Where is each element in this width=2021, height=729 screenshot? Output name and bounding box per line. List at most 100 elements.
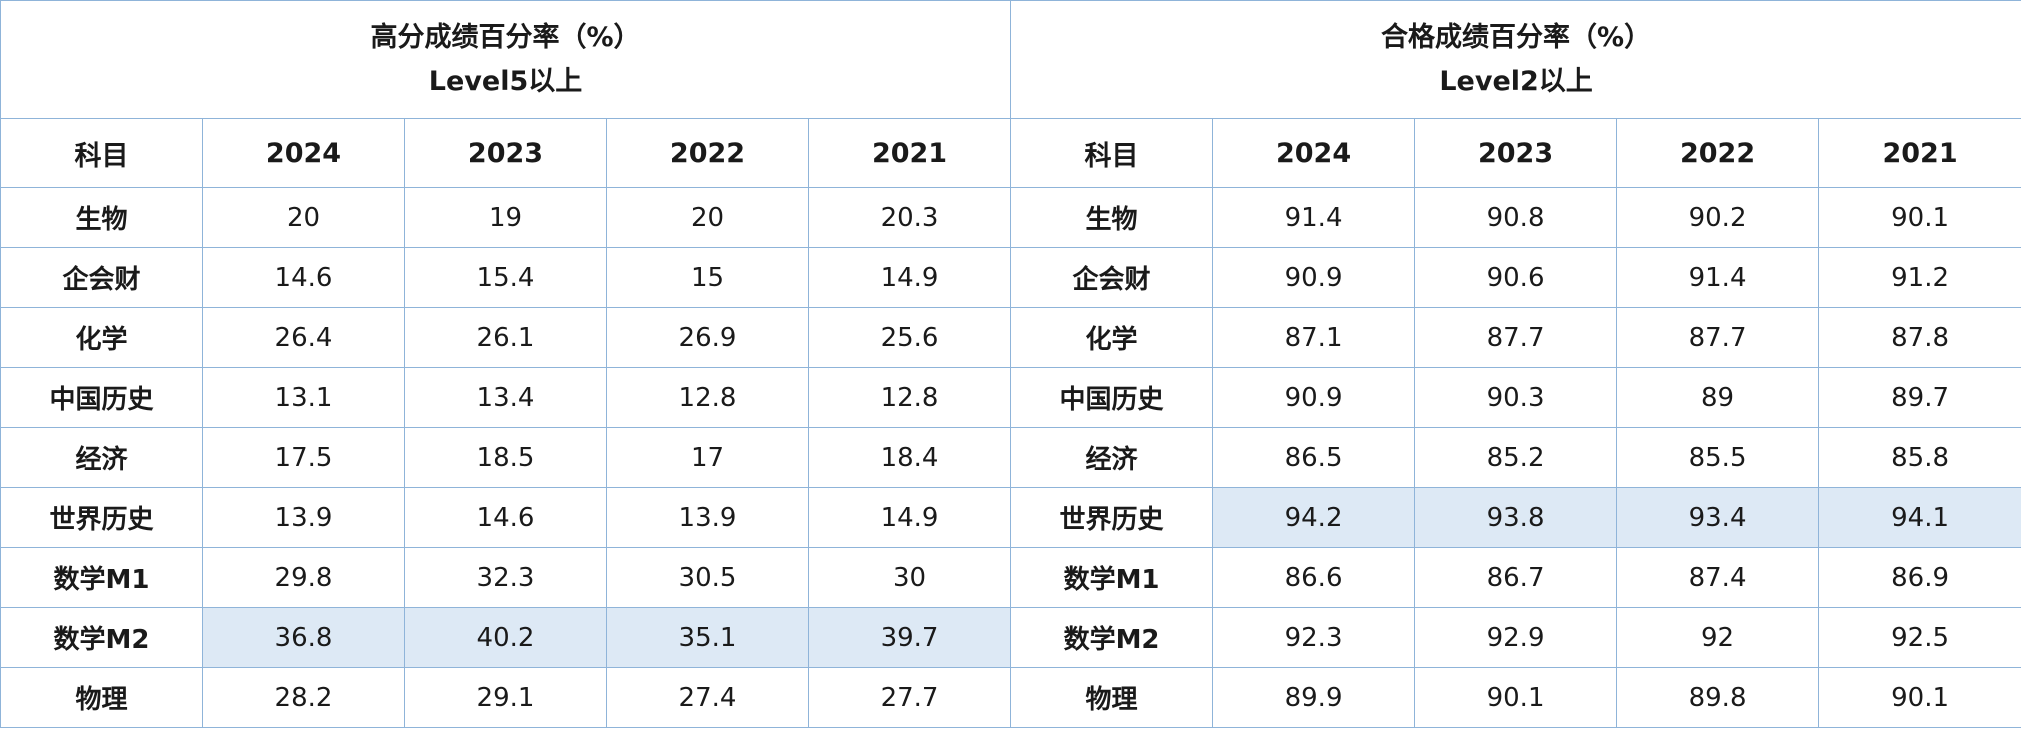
pass-value-cell: 93.4	[1616, 487, 1820, 548]
subject-cell: 中国历史	[1010, 367, 1214, 428]
subject-cell: 世界历史	[1010, 487, 1214, 548]
high-score-value-cell: 36.8	[202, 607, 405, 668]
high-score-value-cell: 14.6	[202, 247, 405, 308]
year-column-header: 2021	[807, 118, 1012, 188]
pass-value-cell: 89.8	[1616, 667, 1820, 728]
pass-value-cell: 90.8	[1414, 187, 1618, 248]
pass-subtitle: Level2以上	[1439, 65, 1593, 97]
pass-value-cell: 90.1	[1414, 667, 1618, 728]
subject-cell: 数学M1	[1010, 547, 1214, 608]
subject-column-header: 科目	[1010, 118, 1214, 188]
high-score-value-cell: 13.1	[202, 367, 405, 428]
subject-cell: 经济	[0, 427, 203, 488]
pass-value-cell: 92.3	[1212, 607, 1416, 668]
pass-value-cell: 89.9	[1212, 667, 1416, 728]
high-score-value-cell: 14.9	[807, 247, 1012, 308]
high-score-title: 高分成绩百分率（%）	[370, 21, 641, 53]
subject-cell: 物理	[1010, 667, 1214, 728]
subject-cell: 物理	[0, 667, 203, 728]
table-row: 生物 20 19 20 20.3 生物 91.4 90.8 90.2 90.1	[0, 187, 2021, 248]
high-score-value-cell: 18.4	[807, 427, 1012, 488]
high-score-value-cell: 20.3	[807, 187, 1012, 248]
table-row: 化学 26.4 26.1 26.9 25.6 化学 87.1 87.7 87.7 87.8	[0, 307, 2021, 368]
high-score-value-cell: 19	[404, 187, 607, 248]
high-score-value-cell: 30	[807, 547, 1012, 608]
subject-cell: 化学	[1010, 307, 1214, 368]
high-score-value-cell: 12.8	[606, 367, 809, 428]
pass-value-cell: 91.2	[1818, 247, 2021, 308]
pass-value-cell: 86.5	[1212, 427, 1416, 488]
subject-cell: 生物	[0, 187, 203, 248]
pass-value-cell: 94.1	[1818, 487, 2021, 548]
high-score-value-cell: 14.9	[807, 487, 1012, 548]
high-score-value-cell: 28.2	[202, 667, 405, 728]
pass-value-cell: 90.9	[1212, 367, 1416, 428]
high-score-value-cell: 20	[606, 187, 809, 248]
high-score-value-cell: 30.5	[606, 547, 809, 608]
pass-value-cell: 87.7	[1414, 307, 1618, 368]
high-score-value-cell: 35.1	[606, 607, 809, 668]
high-score-value-cell: 32.3	[404, 547, 607, 608]
high-score-value-cell: 29.1	[404, 667, 607, 728]
high-score-value-cell: 27.4	[606, 667, 809, 728]
table-row: 物理 28.2 29.1 27.4 27.7 物理 89.9 90.1 89.8 90.1	[0, 667, 2021, 728]
pass-value-cell: 90.6	[1414, 247, 1618, 308]
pass-value-cell: 92	[1616, 607, 1820, 668]
pass-group-header: 合格成绩百分率（%） Level2以上	[1010, 0, 2021, 119]
table-row: 中国历史 13.1 13.4 12.8 12.8 中国历史 90.9 90.3 89 89.7	[0, 367, 2021, 428]
pass-value-cell: 91.4	[1616, 247, 1820, 308]
subject-cell: 数学M1	[0, 547, 203, 608]
pass-value-cell: 85.2	[1414, 427, 1618, 488]
year-column-header: 2024	[1212, 118, 1416, 188]
high-score-value-cell: 15.4	[404, 247, 607, 308]
high-score-group-header: 高分成绩百分率（%） Level5以上	[0, 0, 1012, 119]
table-row: 数学M2 36.8 40.2 35.1 39.7 数学M2 92.3 92.9 92 92.5	[0, 607, 2021, 668]
pass-value-cell: 93.8	[1414, 487, 1618, 548]
table-row: 经济 17.5 18.5 17 18.4 经济 86.5 85.2 85.5 85.8	[0, 427, 2021, 488]
subject-cell: 企会财	[1010, 247, 1214, 308]
high-score-value-cell: 14.6	[404, 487, 607, 548]
subject-cell: 数学M2	[1010, 607, 1214, 668]
subject-column-header: 科目	[0, 118, 203, 188]
high-score-value-cell: 26.4	[202, 307, 405, 368]
pass-value-cell: 86.6	[1212, 547, 1416, 608]
pass-value-cell: 90.1	[1818, 187, 2021, 248]
high-score-value-cell: 13.9	[202, 487, 405, 548]
year-column-header: 2021	[1818, 118, 2021, 188]
high-score-value-cell: 40.2	[404, 607, 607, 668]
pass-value-cell: 90.1	[1818, 667, 2021, 728]
high-score-value-cell: 13.9	[606, 487, 809, 548]
pass-value-cell: 87.1	[1212, 307, 1416, 368]
year-column-header: 2022	[1616, 118, 1820, 188]
pass-value-cell: 85.5	[1616, 427, 1820, 488]
subject-cell: 企会财	[0, 247, 203, 308]
high-score-value-cell: 17.5	[202, 427, 405, 488]
subject-cell: 数学M2	[0, 607, 203, 668]
pass-value-cell: 90.2	[1616, 187, 1820, 248]
high-score-value-cell: 15	[606, 247, 809, 308]
high-score-value-cell: 27.7	[807, 667, 1012, 728]
pass-value-cell: 87.8	[1818, 307, 2021, 368]
pass-value-cell: 94.2	[1212, 487, 1416, 548]
year-column-header: 2023	[1414, 118, 1618, 188]
high-score-value-cell: 39.7	[807, 607, 1012, 668]
high-score-value-cell: 12.8	[807, 367, 1012, 428]
high-score-value-cell: 17	[606, 427, 809, 488]
pass-value-cell: 91.4	[1212, 187, 1416, 248]
year-column-header: 2024	[202, 118, 405, 188]
high-score-value-cell: 18.5	[404, 427, 607, 488]
high-score-value-cell: 25.6	[807, 307, 1012, 368]
high-score-value-cell: 29.8	[202, 547, 405, 608]
pass-value-cell: 92.5	[1818, 607, 2021, 668]
table-row: 数学M1 29.8 32.3 30.5 30 数学M1 86.6 86.7 87.4 86.9	[0, 547, 2021, 608]
table-row: 企会财 14.6 15.4 15 14.9 企会财 90.9 90.6 91.4 91.2	[0, 247, 2021, 308]
year-column-header: 2023	[404, 118, 607, 188]
high-score-value-cell: 13.4	[404, 367, 607, 428]
pass-value-cell: 92.9	[1414, 607, 1618, 668]
high-score-value-cell: 26.9	[606, 307, 809, 368]
subject-cell: 化学	[0, 307, 203, 368]
pass-value-cell: 90.9	[1212, 247, 1416, 308]
subject-cell: 世界历史	[0, 487, 203, 548]
high-score-value-cell: 26.1	[404, 307, 607, 368]
